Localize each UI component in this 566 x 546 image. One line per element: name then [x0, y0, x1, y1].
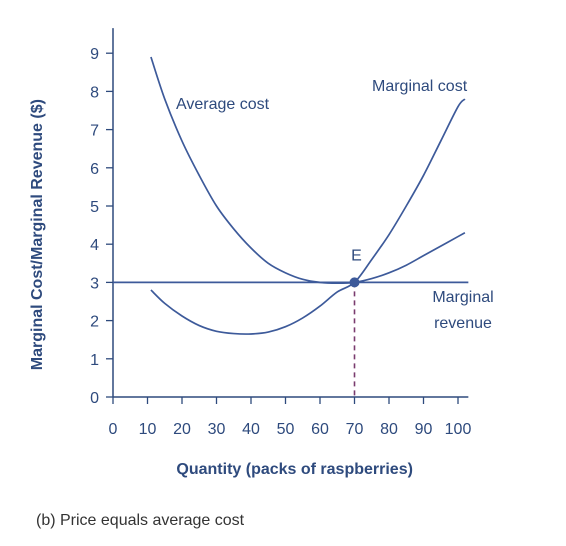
marginal-cost-curve	[150, 98, 466, 335]
average-cost-label: Average cost	[176, 96, 270, 113]
y-tick-label: 7	[90, 123, 99, 140]
labels-layer: E Average cost Marginal cost Marginal revenu…	[176, 78, 494, 332]
series-layer	[113, 56, 469, 397]
x-tick-label: 10	[139, 421, 157, 438]
x-tick-label: 60	[311, 421, 329, 438]
x-tick-label: 80	[380, 421, 398, 438]
average-cost-curve	[150, 56, 466, 285]
y-tick-label: 0	[90, 390, 99, 407]
marginal-revenue-label: Marginal	[432, 289, 493, 306]
x-tick-label: 70	[346, 421, 364, 438]
x-tick-label: 0	[109, 421, 118, 438]
y-tick-label: 8	[90, 84, 99, 101]
caption: (b) Price equals average cost	[36, 512, 245, 529]
x-axis-title: Quantity (packs of raspberries)	[176, 461, 413, 478]
x-tick-label: 40	[242, 421, 260, 438]
y-tick-label: 4	[90, 237, 99, 254]
x-tick-label: 90	[415, 421, 433, 438]
x-tick-label: 20	[173, 421, 191, 438]
y-tick-label: 5	[90, 199, 99, 216]
y-tick-label: 6	[90, 161, 99, 178]
y-tick-label: 1	[90, 352, 99, 369]
x-tick-label: 100	[445, 421, 472, 438]
point-e-marker	[349, 277, 360, 288]
marginal-cost-label: Marginal cost	[372, 78, 468, 95]
x-tick-label: 50	[277, 421, 295, 438]
y-tick-label: 9	[90, 46, 99, 63]
y-tick-label: 3	[90, 275, 99, 292]
point-e-label: E	[351, 247, 362, 264]
x-tick-label: 30	[208, 421, 226, 438]
y-axis-title: Marginal Cost/Marginal Revenue ($)	[29, 99, 46, 370]
marginal-revenue-label: revenue	[434, 315, 492, 332]
y-tick-label: 2	[90, 314, 99, 331]
